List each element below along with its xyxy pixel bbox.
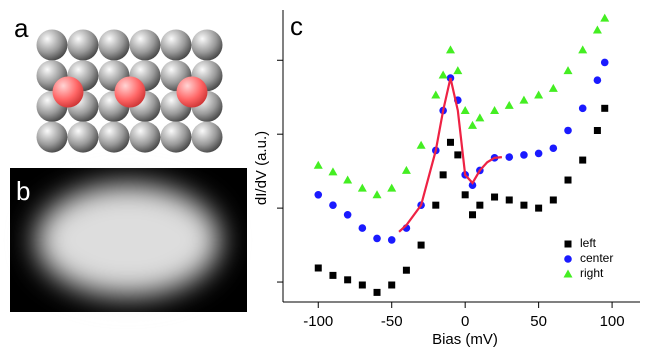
marker bbox=[534, 149, 543, 158]
x-tick-label: 100 bbox=[600, 313, 625, 330]
marker bbox=[593, 76, 602, 85]
atom bbox=[36, 121, 68, 153]
marker bbox=[592, 25, 602, 34]
x-tick-label: 0 bbox=[461, 313, 469, 330]
marker bbox=[563, 269, 573, 278]
marker bbox=[600, 58, 609, 67]
marker bbox=[578, 45, 588, 54]
marker bbox=[460, 106, 470, 115]
marker bbox=[476, 201, 484, 209]
marker bbox=[431, 90, 441, 99]
x-tick-label: -100 bbox=[303, 313, 333, 330]
marker bbox=[401, 165, 411, 174]
marker bbox=[520, 151, 528, 159]
marker bbox=[343, 210, 352, 219]
adatom bbox=[114, 76, 146, 108]
marker bbox=[549, 144, 558, 153]
marker bbox=[468, 120, 478, 129]
marker bbox=[504, 100, 514, 109]
marker bbox=[388, 281, 396, 289]
marker bbox=[438, 70, 448, 79]
marker bbox=[535, 204, 543, 212]
marker bbox=[475, 113, 485, 122]
marker bbox=[468, 181, 477, 189]
atom bbox=[160, 121, 192, 153]
atom bbox=[67, 29, 99, 61]
marker bbox=[314, 264, 322, 272]
marker bbox=[490, 106, 500, 115]
marker bbox=[358, 224, 367, 232]
marker bbox=[445, 45, 455, 54]
panel-label: c bbox=[290, 11, 303, 41]
marker bbox=[417, 241, 425, 249]
y-axis-label: dI/dV (a.u.) bbox=[253, 131, 270, 205]
marker bbox=[579, 156, 587, 164]
marker bbox=[454, 151, 462, 159]
marker bbox=[601, 104, 609, 112]
marker bbox=[469, 211, 477, 219]
panel-label: b bbox=[16, 176, 30, 206]
atom-lattice bbox=[36, 29, 223, 153]
marker bbox=[314, 191, 323, 199]
atom bbox=[36, 29, 68, 61]
marker bbox=[491, 193, 499, 201]
marker bbox=[373, 288, 381, 296]
marker bbox=[446, 138, 454, 146]
marker bbox=[373, 234, 381, 243]
marker bbox=[520, 201, 528, 209]
marker bbox=[563, 66, 573, 75]
atom bbox=[191, 29, 223, 61]
atom bbox=[98, 29, 130, 61]
atom bbox=[129, 121, 161, 153]
marker bbox=[328, 167, 338, 176]
adatom bbox=[176, 76, 208, 108]
marker bbox=[358, 281, 366, 289]
marker bbox=[505, 196, 513, 204]
x-axis-label: Bias (mV) bbox=[432, 331, 498, 348]
legend-label: right bbox=[580, 266, 604, 280]
marker bbox=[387, 183, 397, 192]
marker bbox=[439, 171, 447, 179]
atom bbox=[67, 121, 99, 153]
marker bbox=[461, 191, 469, 199]
atom bbox=[191, 121, 223, 153]
fit-line bbox=[398, 77, 503, 233]
marker bbox=[402, 266, 410, 274]
x-tick-label: -50 bbox=[381, 313, 403, 330]
marker bbox=[564, 240, 572, 248]
marker bbox=[313, 160, 323, 169]
panel-label: a bbox=[14, 13, 29, 43]
atom bbox=[98, 121, 130, 153]
atom bbox=[160, 29, 192, 61]
marker bbox=[387, 236, 396, 244]
atom bbox=[129, 29, 161, 61]
marker bbox=[564, 255, 572, 263]
marker bbox=[549, 196, 557, 204]
marker bbox=[344, 276, 352, 284]
marker bbox=[578, 104, 587, 113]
marker bbox=[453, 66, 463, 75]
marker bbox=[343, 175, 353, 184]
marker bbox=[372, 190, 382, 199]
marker bbox=[564, 176, 572, 184]
marker bbox=[432, 201, 440, 209]
marker bbox=[329, 271, 337, 279]
x-tick-label: 50 bbox=[530, 313, 547, 330]
marker bbox=[600, 13, 610, 22]
marker bbox=[329, 201, 337, 209]
marker bbox=[357, 183, 367, 192]
legend-label: center bbox=[580, 251, 613, 265]
stm-blob bbox=[36, 184, 220, 296]
marker bbox=[534, 90, 544, 99]
legend-label: left bbox=[580, 236, 597, 250]
marker bbox=[564, 126, 572, 135]
marker bbox=[416, 140, 426, 149]
marker bbox=[548, 83, 558, 92]
marker bbox=[593, 126, 601, 134]
marker bbox=[519, 95, 529, 104]
adatom bbox=[52, 76, 84, 108]
marker bbox=[505, 153, 514, 161]
